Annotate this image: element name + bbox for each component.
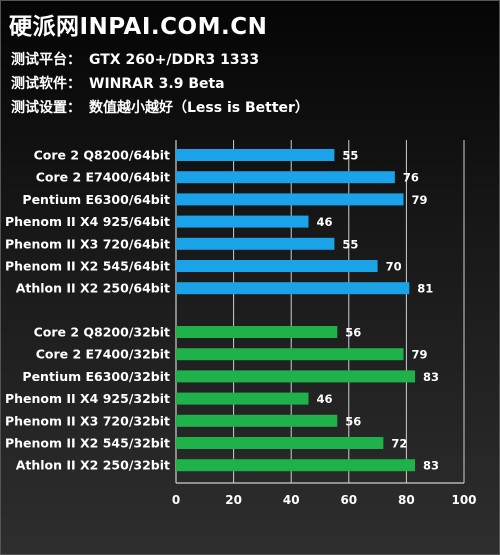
test-platform-value: GTX 260+/DDR3 1333	[89, 52, 260, 68]
test-platform-label: 测试平台：	[11, 52, 81, 68]
data-label: 46	[316, 215, 332, 229]
data-label: 72	[391, 437, 407, 451]
category-label: Phenom II X3 720/64bit	[5, 236, 170, 251]
category-label: Core 2 Q8200/32bit	[34, 325, 170, 340]
bar	[176, 282, 410, 295]
bar	[176, 193, 404, 206]
bar	[176, 260, 378, 272]
bar	[176, 237, 335, 250]
category-label: Athlon II X2 250/64bit	[16, 281, 170, 296]
test-platform-line: 测试平台： GTX 260+/DDR3 1333	[11, 49, 259, 69]
data-label: 81	[417, 282, 433, 296]
data-label: 79	[412, 193, 428, 207]
x-tick-label: 80	[398, 493, 415, 507]
test-software-line: 测试软件： WINRAR 3.9 Beta	[11, 73, 225, 93]
test-settings-value: 数值越小越好（Less is Better）	[89, 100, 309, 116]
data-label: 55	[342, 237, 358, 251]
x-tick-label: 100	[451, 493, 476, 507]
data-label: 56	[345, 414, 361, 428]
data-label: 70	[386, 260, 402, 274]
category-label: Core 2 E7400/32bit	[36, 347, 170, 362]
bar	[176, 348, 404, 361]
test-software-label: 测试软件：	[11, 76, 81, 92]
site-title: 硬派网INPAI.COM.CN	[9, 14, 268, 40]
category-label: Phenom II X2 545/64bit	[5, 259, 170, 274]
bar	[176, 437, 384, 449]
category-label: Core 2 Q8200/64bit	[34, 148, 170, 163]
category-label: Pentium E6300/32bit	[22, 369, 170, 384]
x-tick-label: 60	[340, 493, 357, 507]
test-settings-line: 测试设置： 数值越小越好（Less is Better）	[11, 97, 309, 117]
category-label: Core 2 E7400/64bit	[36, 170, 170, 185]
category-label: Phenom II X4 925/64bit	[5, 214, 170, 229]
test-settings-label: 测试设置：	[11, 100, 81, 116]
x-tick-label: 40	[283, 493, 300, 507]
test-software-value: WINRAR 3.9 Beta	[89, 76, 225, 92]
bar	[176, 414, 338, 427]
data-label: 56	[345, 326, 361, 340]
category-label: Pentium E6300/64bit	[22, 192, 170, 207]
bar	[176, 215, 309, 228]
data-label: 55	[342, 149, 358, 163]
x-tick-label: 0	[172, 493, 180, 507]
bar	[176, 149, 335, 161]
data-label: 79	[412, 348, 428, 362]
bar	[176, 392, 309, 405]
data-label: 46	[316, 392, 332, 406]
category-label: Phenom II X3 720/32bit	[5, 413, 170, 428]
data-label: 83	[423, 370, 439, 384]
bar	[176, 370, 416, 383]
data-label: 83	[423, 459, 439, 473]
category-label: Athlon II X2 250/32bit	[16, 458, 170, 473]
category-label: Phenom II X4 925/32bit	[5, 391, 170, 406]
category-label: Phenom II X2 545/32bit	[5, 436, 170, 451]
x-tick-label: 20	[225, 493, 242, 507]
bar	[176, 459, 416, 472]
data-label: 76	[403, 171, 419, 185]
bar	[176, 326, 338, 338]
bar	[176, 171, 395, 184]
